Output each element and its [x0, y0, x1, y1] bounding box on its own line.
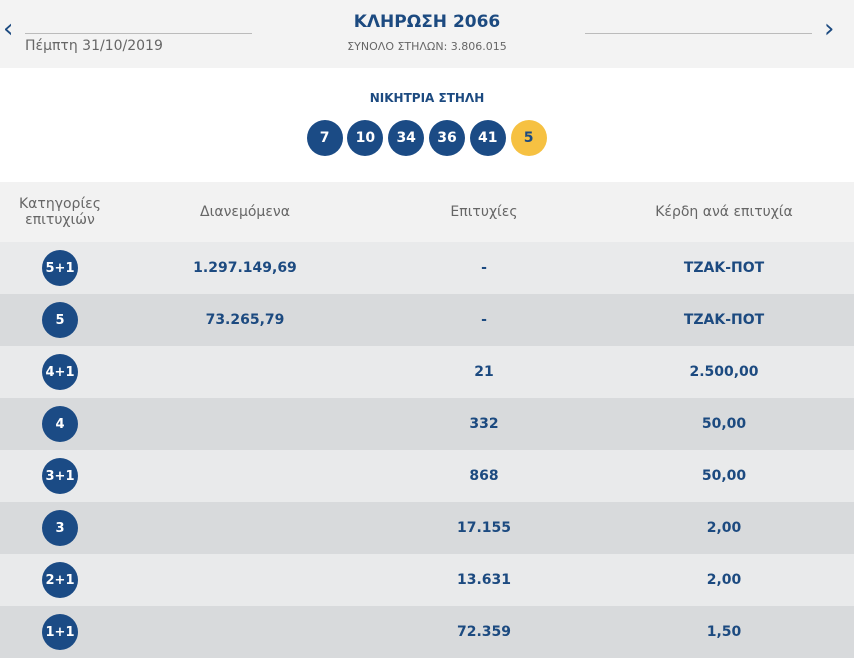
column-header: Διανεμόμενα: [200, 204, 290, 220]
category-cell: 1+1: [0, 606, 120, 658]
prize-cell: 2,00: [706, 520, 742, 536]
table-header: Κατηγορίες επιτυχιών Διανεμόμενα Επιτυχίες…: [0, 182, 854, 242]
distributed-cell: 73.265,79: [205, 312, 285, 328]
prize-cell: 2,00: [706, 572, 742, 588]
category-badge: 4: [42, 406, 78, 442]
header: ‹ ΚΛΗΡΩΣΗ 2066 Πέμπτη 31/10/2019 ΣΥΝΟΛΟ …: [0, 0, 854, 68]
prize-cell: 1,50: [706, 624, 742, 640]
category-badge: 3+1: [42, 458, 78, 494]
prize-cell: ΤΖΑΚ-ΠΟΤ: [683, 260, 765, 276]
prize-cell: 50,00: [701, 416, 747, 432]
winners-cell: 17.155: [456, 520, 512, 536]
category-cell: 3+1: [0, 450, 120, 502]
prev-arrow[interactable]: ‹: [3, 14, 14, 44]
column-header: Κέρδη ανά επιτυχία: [655, 204, 793, 220]
category-cell: 2+1: [0, 554, 120, 606]
category-badge: 1+1: [42, 614, 78, 650]
category-badge: 3: [42, 510, 78, 546]
divider: [25, 33, 252, 34]
number-ball: 36: [429, 120, 465, 156]
divider: [585, 33, 812, 34]
winners-cell: 72.359: [456, 624, 512, 640]
bonus-ball: 5: [510, 120, 547, 156]
category-cell: 5: [0, 294, 120, 346]
table-row: 5+1 1.297.149,69 - ΤΖΑΚ-ΠΟΤ: [0, 242, 854, 294]
prize-cell: ΤΖΑΚ-ΠΟΤ: [683, 312, 765, 328]
winners-cell: 13.631: [456, 572, 512, 588]
winners-cell: 21: [474, 364, 494, 380]
winners-cell: -: [481, 260, 487, 276]
number-ball: 7: [306, 120, 343, 156]
table-row: 1+1 72.359 1,50: [0, 606, 854, 658]
total-columns: ΣΥΝΟΛΟ ΣΤΗΛΩΝ: 3.806.015: [347, 40, 507, 53]
table-row: 4 332 50,00: [0, 398, 854, 450]
number-ball: 41: [469, 120, 506, 156]
next-arrow[interactable]: ›: [824, 14, 835, 44]
category-cell: 5+1: [0, 242, 120, 294]
number-ball: 34: [388, 120, 425, 156]
draw-title: ΚΛΗΡΩΣΗ 2066: [353, 12, 501, 32]
category-badge: 4+1: [42, 354, 78, 390]
winners-cell: 332: [469, 416, 499, 432]
column-header: Κατηγορίες επιτυχιών: [19, 196, 101, 228]
table-row: 5 73.265,79 - ΤΖΑΚ-ΠΟΤ: [0, 294, 854, 346]
draw-date: Πέμπτη 31/10/2019: [25, 38, 163, 54]
table-row: 2+1 13.631 2,00: [0, 554, 854, 606]
table-row: 4+1 21 2.500,00: [0, 346, 854, 398]
winners-cell: 868: [469, 468, 499, 484]
category-badge: 5+1: [42, 250, 78, 286]
table-row: 3 17.155 2,00: [0, 502, 854, 554]
distributed-cell: 1.297.149,69: [193, 260, 297, 276]
prize-cell: 2.500,00: [689, 364, 759, 380]
prize-cell: 50,00: [701, 468, 747, 484]
category-cell: 4: [0, 398, 120, 450]
category-cell: 3: [0, 502, 120, 554]
table-row: 3+1 868 50,00: [0, 450, 854, 502]
column-header: Επιτυχίες: [450, 204, 518, 220]
category-cell: 4+1: [0, 346, 120, 398]
winning-label: ΝΙΚΗΤΡΙΑ ΣΤΗΛΗ: [369, 91, 485, 105]
number-ball: 10: [347, 120, 384, 156]
winners-cell: -: [481, 312, 487, 328]
category-badge: 5: [42, 302, 78, 338]
category-badge: 2+1: [42, 562, 78, 598]
